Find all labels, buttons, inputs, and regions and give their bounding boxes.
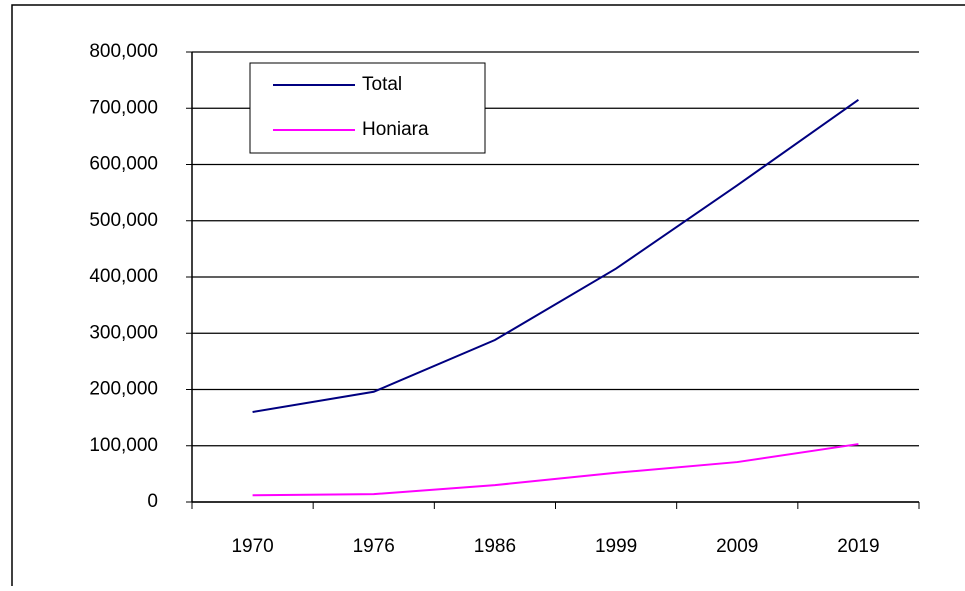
y-tick-label: 800,000 [89, 41, 158, 62]
legend-label: Total [362, 74, 402, 95]
legend-label: Honiara [362, 119, 429, 140]
series-line [252, 98, 859, 413]
y-tick-label: 300,000 [89, 322, 158, 343]
chart-border [11, 4, 965, 591]
x-tick-label: 1976 [353, 536, 395, 557]
series-line [252, 443, 859, 497]
x-tick-label: 1999 [595, 536, 637, 557]
y-tick-label: 600,000 [89, 154, 158, 175]
x-tick-label: 2009 [716, 536, 758, 557]
y-tick-label: 700,000 [89, 97, 158, 118]
y-tick-label: 0 [147, 491, 158, 512]
y-tick-label: 100,000 [89, 435, 158, 456]
x-tick-label: 1970 [231, 536, 273, 557]
x-tick-label: 1986 [474, 536, 516, 557]
x-tick-label: 2019 [837, 536, 879, 557]
y-tick-label: 200,000 [89, 379, 158, 400]
y-tick-label: 400,000 [89, 266, 158, 287]
legend-box [249, 62, 486, 154]
y-tick-label: 500,000 [89, 210, 158, 231]
